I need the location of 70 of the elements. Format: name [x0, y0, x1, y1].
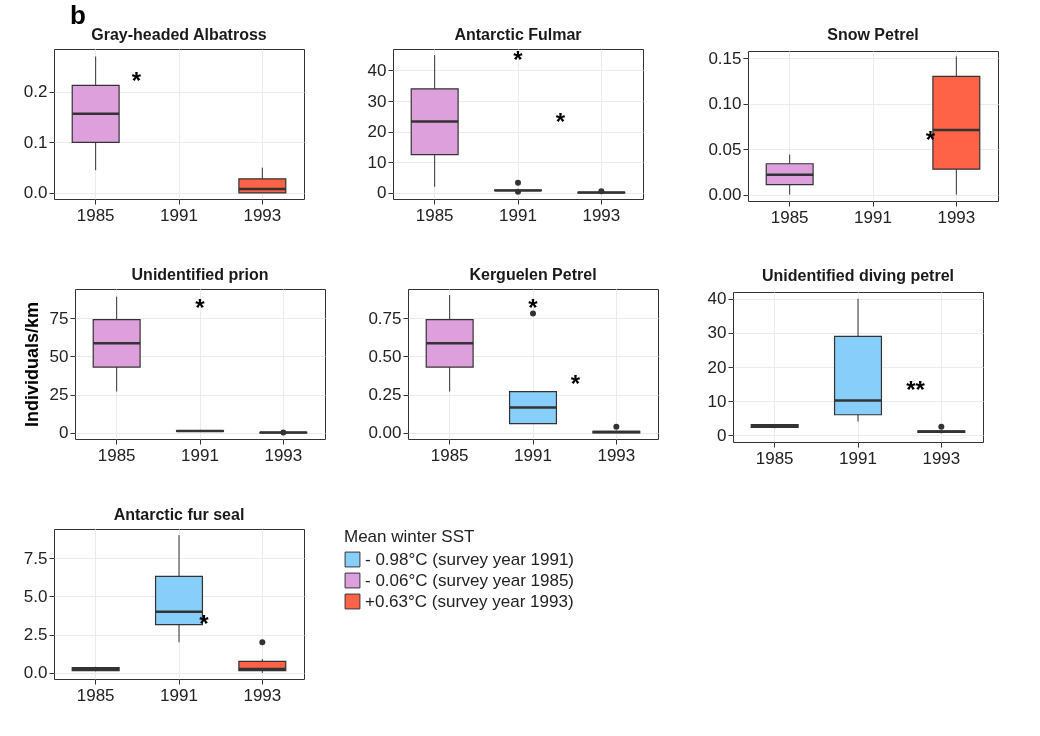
y-tick-label: 0.15: [708, 48, 742, 68]
annotation: *: [131, 67, 142, 94]
chart-title: Antarctic Fulmar: [454, 26, 582, 43]
x-tick-label: 1991: [160, 685, 198, 705]
annotation: *: [555, 107, 566, 135]
y-tick-label: 10: [707, 391, 727, 411]
chart-title: Snow Petrel: [827, 26, 919, 44]
x-tick-label: 1991: [854, 207, 892, 227]
legend-label: - 0.98°C (survey year 1991): [365, 549, 574, 569]
y-tick-label: 20: [367, 122, 387, 142]
annotation: *: [528, 293, 539, 321]
x-tick-label: 1991: [160, 205, 198, 225]
y-tick-label: 30: [707, 323, 727, 343]
annotation: *: [513, 46, 524, 73]
annotation: *: [195, 293, 206, 321]
y-tick-label: 30: [367, 91, 387, 111]
chart-title: Kerguelen Petrel: [469, 266, 597, 283]
legend-label: +0.63°C (survey year 1993): [365, 591, 574, 611]
y-tick-label: 0.50: [368, 346, 402, 366]
x-tick-label: 1985: [430, 445, 469, 465]
legend-title: Mean winter SST: [344, 527, 475, 546]
y-tick-label: 0.00: [708, 185, 742, 205]
y-tick-label: 0.75: [368, 308, 402, 328]
x-tick-label: 1985: [97, 445, 136, 465]
chart-title: Unidentified prion: [131, 266, 269, 283]
x-tick-label: 1993: [264, 445, 303, 465]
y-tick-label: 2.5: [23, 625, 48, 645]
y-tick-label: 40: [707, 289, 727, 309]
annotation: **: [906, 376, 926, 403]
y-tick-label: 20: [707, 357, 727, 377]
y-tick-label: 0.2: [23, 82, 48, 102]
y-tick-label: 7.5: [23, 548, 48, 568]
x-tick-label: 1993: [243, 685, 282, 705]
y-tick-label: 0.05: [708, 139, 742, 159]
y-tick-label: 5.0: [23, 586, 48, 606]
y-tick-label: 25: [49, 385, 69, 405]
x-tick-label: 1985: [770, 207, 809, 227]
y-axis-title: Individuals/km: [21, 301, 42, 428]
x-tick-label: 1993: [243, 205, 282, 225]
y-tick-label: 0: [717, 425, 727, 445]
x-tick-label: 1991: [499, 205, 537, 225]
chart-title: Unidentified diving petrel: [761, 266, 955, 284]
legend-label: - 0.06°C (survey year 1985): [365, 570, 574, 590]
x-tick-label: 1985: [755, 448, 794, 468]
x-tick-label: 1993: [922, 448, 961, 468]
text: b: [70, 0, 86, 30]
x-tick-label: 1993: [582, 205, 621, 225]
y-tick-label: 0.0: [23, 663, 48, 683]
y-tick-label: 40: [367, 60, 387, 80]
y-tick-label: 10: [367, 152, 387, 172]
x-tick-label: 1993: [937, 207, 976, 227]
y-tick-label: 75: [49, 308, 69, 328]
y-tick-label: 50: [49, 346, 69, 366]
y-tick-label: 0.1: [23, 132, 48, 152]
y-tick-label: 0.0: [23, 183, 48, 203]
chart-title: Antarctic fur seal: [113, 506, 245, 523]
y-tick-label: 0: [59, 423, 69, 443]
x-tick-label: 1985: [76, 205, 115, 225]
chart-title: Gray-headed Albatross: [91, 26, 267, 43]
y-tick-label: 0.10: [708, 94, 742, 114]
y-tick-label: 0.00: [368, 423, 402, 443]
x-tick-label: 1985: [76, 685, 115, 705]
x-tick-label: 1991: [514, 445, 552, 465]
x-tick-label: 1991: [181, 445, 219, 465]
x-tick-label: 1993: [597, 445, 636, 465]
y-tick-label: 0.25: [368, 385, 402, 405]
x-tick-label: 1991: [839, 448, 877, 468]
annotation: *: [570, 370, 581, 397]
x-tick-label: 1985: [415, 205, 454, 225]
y-tick-label: 0: [377, 183, 387, 203]
